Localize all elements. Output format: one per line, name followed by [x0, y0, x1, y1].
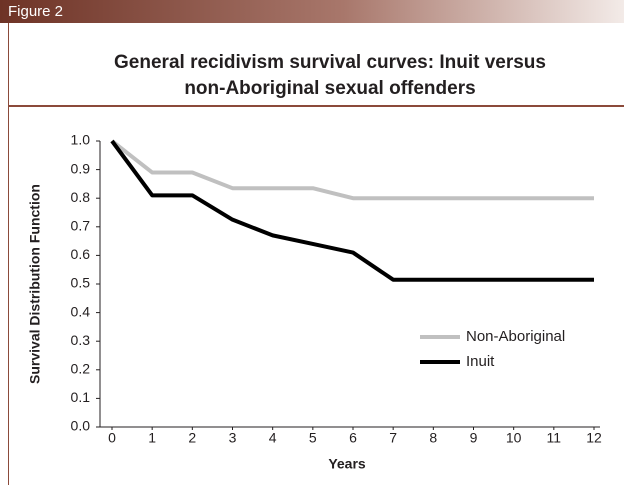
header-bar: [0, 0, 624, 23]
legend-label: Inuit: [466, 353, 495, 370]
x-tick-label: 12: [586, 430, 602, 446]
y-tick-label: 0.9: [71, 160, 91, 176]
y-tick-label: 0.2: [71, 361, 91, 377]
x-tick-label: 10: [506, 430, 522, 446]
y-tick-label: 0.0: [71, 418, 91, 434]
y-tick-label: 0.5: [71, 275, 91, 291]
x-tick-label: 6: [349, 430, 357, 446]
x-tick-label: 11: [547, 430, 562, 446]
x-tick-label: 5: [309, 430, 317, 446]
y-tick-label: 0.4: [71, 303, 91, 319]
x-tick-label: 3: [229, 430, 237, 446]
x-tick-label: 0: [108, 430, 116, 446]
x-tick-label: 8: [429, 430, 437, 446]
y-tick-label: 0.3: [71, 332, 91, 348]
chart-subtitle: non-Aboriginal sexual offenders: [184, 78, 475, 99]
x-tick-label: 2: [188, 430, 196, 446]
figure-label: Figure 2: [8, 3, 63, 20]
y-axis-label: Survival Distribution Function: [27, 184, 43, 384]
x-tick-label: 4: [269, 430, 277, 446]
x-axis-label: Years: [328, 456, 366, 472]
y-tick-label: 0.1: [71, 389, 91, 405]
chart-title: General recidivism survival curves: Inui…: [114, 52, 546, 73]
legend-label: Non-Aboriginal: [466, 328, 565, 345]
series-line: [110, 139, 594, 201]
y-tick-label: 1.0: [71, 132, 91, 148]
y-tick-label: 0.6: [71, 246, 91, 262]
y-tick-label: 0.7: [71, 218, 91, 234]
x-tick-label: 7: [389, 430, 397, 446]
y-tick-label: 0.8: [71, 189, 91, 205]
series-line: [110, 139, 594, 282]
x-tick-label: 9: [470, 430, 478, 446]
x-tick-label: 1: [148, 430, 156, 446]
